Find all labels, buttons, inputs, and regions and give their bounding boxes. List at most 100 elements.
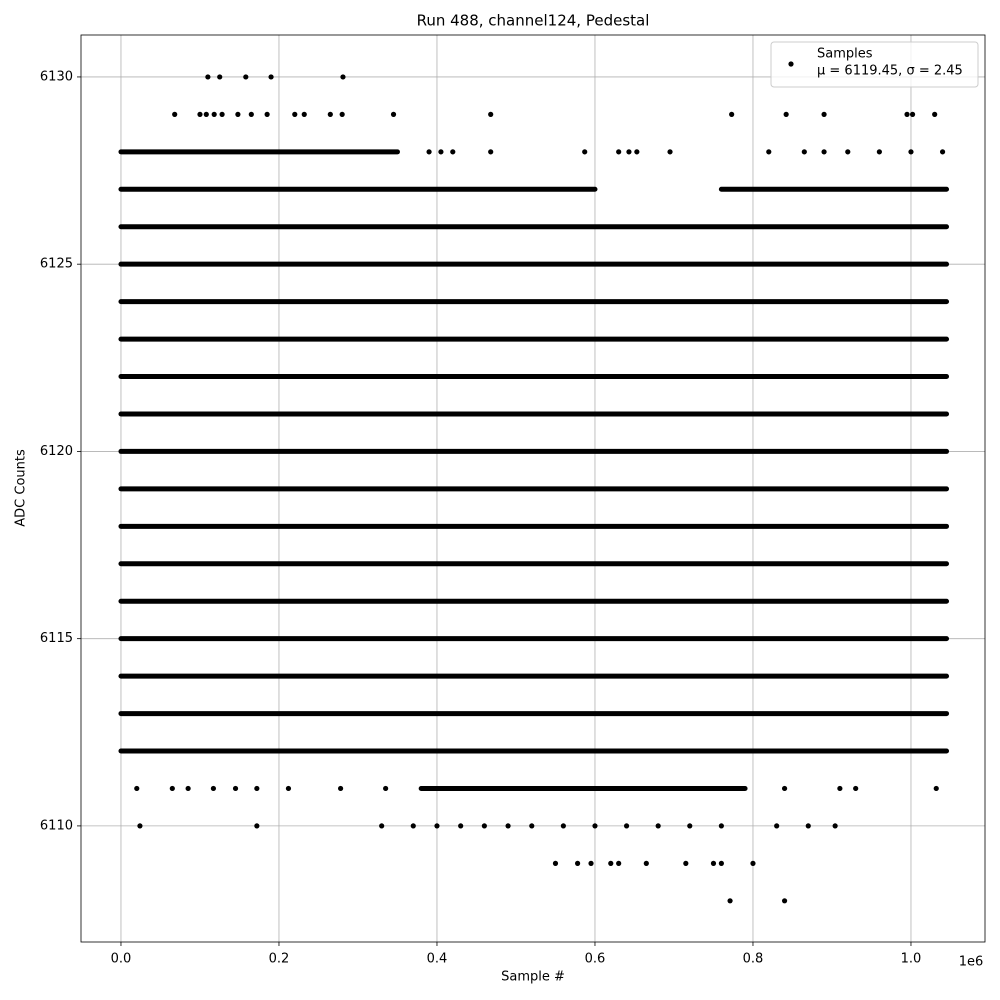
y-tick-label: 6130 [40,69,73,84]
sample-point [845,149,851,155]
sample-point [232,785,239,792]
sample-point [339,111,345,117]
sample-point [337,785,344,792]
sample-point [781,898,788,904]
sample-point [285,785,292,792]
sample-point [219,111,225,117]
sample-point [292,111,298,117]
sample-point [718,823,724,829]
sample-point [623,823,630,829]
x-tick-label: 0.8 [743,952,764,967]
sample-point [718,860,724,866]
y-axis-label: ADC Counts [14,449,29,527]
x-tick-label: 0.2 [269,952,290,967]
sample-point [254,785,260,792]
sample-point [438,149,444,155]
sample-point [529,823,535,829]
sample-point [301,111,307,117]
sample-point [616,149,622,155]
sample-point [383,785,389,792]
sample-point [783,111,789,117]
sample-point [488,111,494,117]
chart-title: Run 488, channel124, Pedestal [417,12,650,30]
sample-point [582,149,588,155]
sample-point [729,111,735,117]
sample-point [137,823,143,829]
legend: Samples μ = 6119.45, σ = 2.45 [770,41,979,88]
sample-point [750,860,756,866]
sample-point [434,823,440,829]
sample-point [687,823,693,829]
sample-point [390,111,397,117]
sample-point [908,149,914,155]
sample-point [626,149,632,155]
sample-point [254,823,260,829]
sample-point [481,823,487,829]
y-tick-label: 6120 [40,444,73,459]
x-offset-label: 1e6 [959,955,984,970]
sample-point [560,823,566,829]
sample-point [727,898,733,904]
sample-point [264,111,270,117]
sample-point [876,149,882,155]
sample-point [268,74,274,80]
sample-point [450,149,456,155]
sample-point [837,785,843,792]
legend-label: Samples [817,47,873,62]
sample-point [217,74,223,80]
sample-point [588,860,594,866]
sample-point [134,785,140,792]
sample-point [211,111,217,117]
sample-point [458,823,464,829]
sample-point [774,823,780,829]
x-tick-label: 0.0 [111,952,132,967]
legend-note: μ = 6119.45, σ = 2.45 [817,64,963,79]
sample-point [205,74,211,80]
sample-point [552,860,559,866]
sample-point [210,785,217,792]
x-tick-label: 1.0 [901,952,922,967]
sample-point [340,74,346,80]
sample-point [203,111,209,117]
sample-point [667,149,673,155]
sample-point [185,785,191,792]
sample-point [932,111,938,117]
sample-point [488,149,494,155]
x-tick-label: 0.6 [585,952,606,967]
sample-point [933,785,939,792]
sample-point [781,785,788,792]
legend-marker [788,61,794,67]
sample-point [505,823,511,829]
sample-point [683,860,689,866]
x-tick-label: 0.4 [427,952,448,967]
sample-point [710,860,717,866]
sample-point [821,111,827,117]
y-tick-label: 6125 [40,257,73,272]
sample-point [243,74,249,80]
sample-point [939,149,946,155]
sample-point [801,149,807,155]
legend-box [770,41,979,88]
sample-point [904,111,910,117]
y-tick-label: 6115 [40,631,73,646]
sample-point [909,111,916,117]
sample-point [574,860,581,866]
sample-point [426,149,432,155]
sample-point [197,111,203,117]
sample-point [169,785,175,792]
sample-point [853,785,859,792]
sample-point [634,149,640,155]
sample-point [805,823,811,829]
sample-point [832,823,838,829]
sample-point [592,823,598,829]
sample-point [327,111,333,117]
sample-point [172,111,178,117]
sample-point [766,149,772,155]
sample-point [379,823,385,829]
sample-point [821,149,827,155]
sample-point [616,860,622,866]
sample-point [643,860,649,866]
sample-point [655,823,661,829]
